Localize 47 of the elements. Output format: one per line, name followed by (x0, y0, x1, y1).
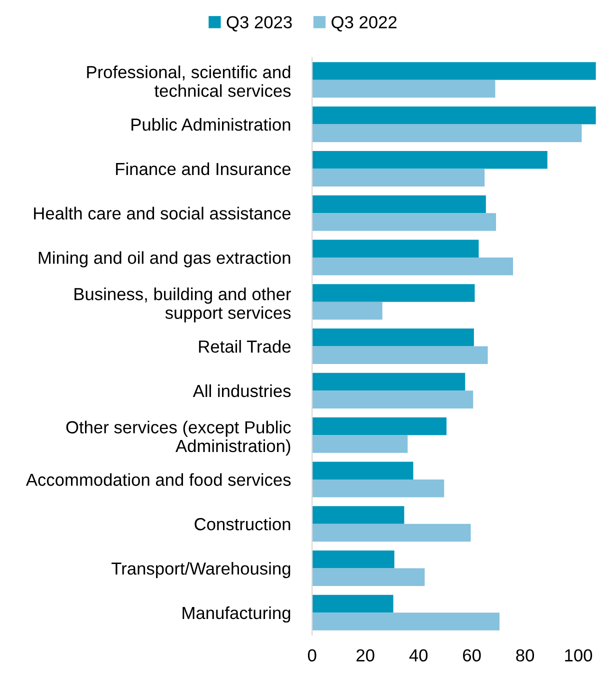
bar (312, 390, 474, 408)
bar (312, 62, 596, 80)
bar (312, 240, 479, 258)
y-tick-label: Health care and social assistance (34, 206, 290, 220)
y-tick-label: Manufacturing (182, 606, 290, 623)
y-tick-label: Finance and Insurance (116, 162, 290, 176)
x-tick-label: 20 (356, 649, 374, 662)
bar (312, 258, 514, 276)
y-tick-label: All industries (192, 384, 291, 398)
bar (312, 124, 582, 142)
y-tick-label: Construction (194, 518, 290, 530)
y-tick-label: Accommodation and food services (26, 473, 291, 486)
bar (312, 302, 382, 320)
y-tick-label: Professional, scientific and technical services (87, 66, 291, 97)
bar (312, 80, 496, 98)
bar (312, 524, 471, 542)
y-tick-label: Retail Trade (199, 340, 290, 353)
y-tick-label: Business, building and other support services (74, 288, 291, 322)
legend-label: Q3 2023 (226, 16, 292, 32)
bar (312, 550, 394, 568)
legend-label: Q3 2022 (332, 16, 397, 32)
bar (312, 213, 496, 231)
bar (312, 417, 447, 436)
bar (312, 568, 425, 586)
x-tick-label: 100 (565, 649, 592, 662)
x-tick-label: 80 (516, 649, 534, 662)
y-tick-label: Other services (except Public Administration) (66, 420, 291, 456)
bar (312, 195, 486, 214)
bar (312, 150, 548, 169)
y-tick-label: Mining and oil and gas extraction (38, 251, 290, 268)
bar (312, 594, 394, 613)
bar (312, 168, 485, 186)
y-tick-label: Transport/Warehousing (112, 562, 290, 578)
bar (312, 462, 414, 480)
bar (312, 372, 466, 391)
x-tick-label: 0 (308, 649, 316, 662)
bar (312, 284, 475, 302)
bar (312, 435, 408, 453)
x-tick-label: 40 (409, 649, 428, 662)
bar (312, 106, 596, 124)
bar (312, 328, 474, 346)
bar (312, 346, 488, 364)
bar (312, 479, 444, 498)
bar (312, 506, 404, 524)
y-tick-label: Public Administration (132, 118, 290, 131)
bar (312, 612, 500, 630)
x-tick-label: 60 (463, 649, 481, 662)
